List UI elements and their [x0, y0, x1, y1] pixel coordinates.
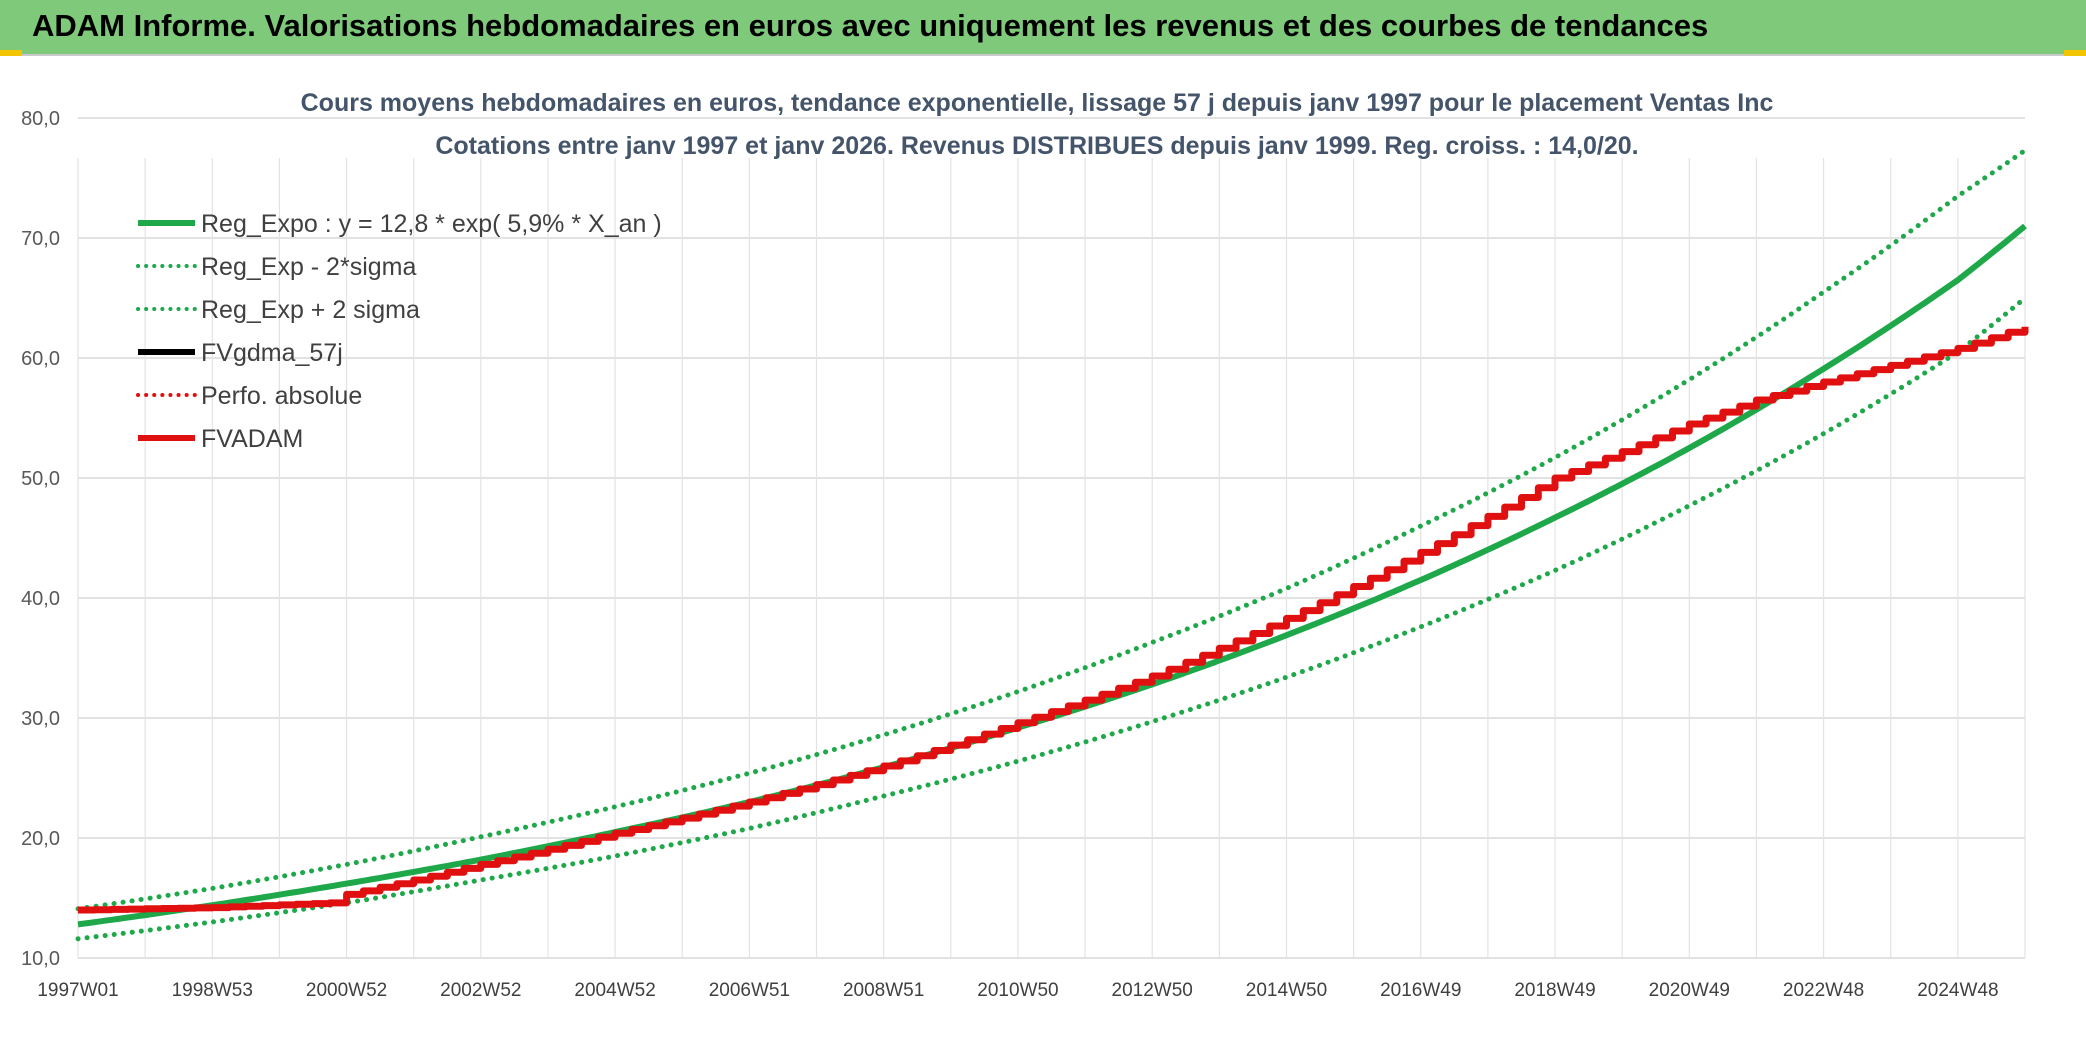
legend-label-3: FVgdma_57j: [201, 339, 343, 367]
legend-label-4: Perfo. absolue: [201, 382, 362, 410]
y-tick-label: 50,0: [21, 468, 60, 490]
x-tick-label: 2004W52: [574, 980, 655, 1001]
report-title: ADAM Informe. Valorisations hebdomadaire…: [32, 8, 1709, 43]
legend: Reg_Expo : y = 12,8 * exp( 5,9% * X_an )…: [136, 210, 662, 453]
series-line-0: [77, 223, 2027, 928]
report-banner: ADAM Informe. Valorisations hebdomadaire…: [0, 0, 2086, 56]
x-tick-label: 1997W01: [37, 980, 118, 1001]
series-line-5: [78, 326, 2029, 914]
legend-label-2: Reg_Exp + 2 sigma: [201, 296, 420, 324]
y-tick-label: 80,0: [21, 108, 60, 130]
chart-area: 10,0 20,0 30,0 40,0 50,0 60,0 70,0 80,0 1997W01…: [0, 58, 2086, 1037]
x-tick-label: 2024W48: [1917, 980, 1998, 1001]
y-tick-label: 40,0: [21, 588, 60, 610]
chart-subtitle: Cotations entre janv 1997 et janv 2026. …: [435, 132, 1638, 160]
y-tick-label: 10,0: [21, 948, 60, 970]
chart-title: Cours moyens hebdomadaires en euros, ten…: [301, 89, 1774, 117]
series-line-1: [75, 295, 2028, 942]
y-axis-ticks: 10,0 20,0 30,0 40,0 50,0 60,0 70,0 80,0: [21, 108, 60, 970]
y-tick-label: 30,0: [21, 708, 60, 730]
x-tick-label: 2006W51: [709, 980, 790, 1001]
x-tick-label: 2018W49: [1514, 980, 1595, 1001]
x-tick-label: 2012W50: [1112, 980, 1193, 1001]
series-lines: [75, 147, 2029, 942]
x-tick-label: 2002W52: [440, 980, 521, 1001]
legend-label-5: FVADAM: [201, 425, 303, 453]
y-tick-label: 20,0: [21, 828, 60, 850]
x-tick-label: 2016W49: [1380, 980, 1461, 1001]
grid: [77, 117, 2026, 959]
line-chart: 10,0 20,0 30,0 40,0 50,0 60,0 70,0 80,0 1997W01…: [21, 89, 2029, 1001]
x-tick-label: 2000W52: [306, 980, 387, 1001]
x-tick-label: 1998W53: [172, 980, 253, 1001]
series-line-2: [75, 147, 2028, 912]
x-tick-label: 2010W50: [977, 980, 1058, 1001]
legend-label-1: Reg_Exp - 2*sigma: [201, 253, 416, 281]
y-tick-label: 70,0: [21, 228, 60, 250]
corner-marker-left: [0, 50, 22, 56]
x-tick-label: 2008W51: [843, 980, 924, 1001]
x-tick-label: 2014W50: [1246, 980, 1327, 1001]
y-tick-label: 60,0: [21, 348, 60, 370]
x-tick-label: 2022W48: [1783, 980, 1864, 1001]
x-axis-ticks: 1997W01 1998W53 2000W52 2002W52 2004W52 2006W…: [37, 980, 1998, 1001]
x-tick-label: 2020W49: [1649, 980, 1730, 1001]
legend-label-0: Reg_Expo : y = 12,8 * exp( 5,9% * X_an ): [201, 210, 662, 238]
corner-marker-right: [2064, 50, 2086, 56]
